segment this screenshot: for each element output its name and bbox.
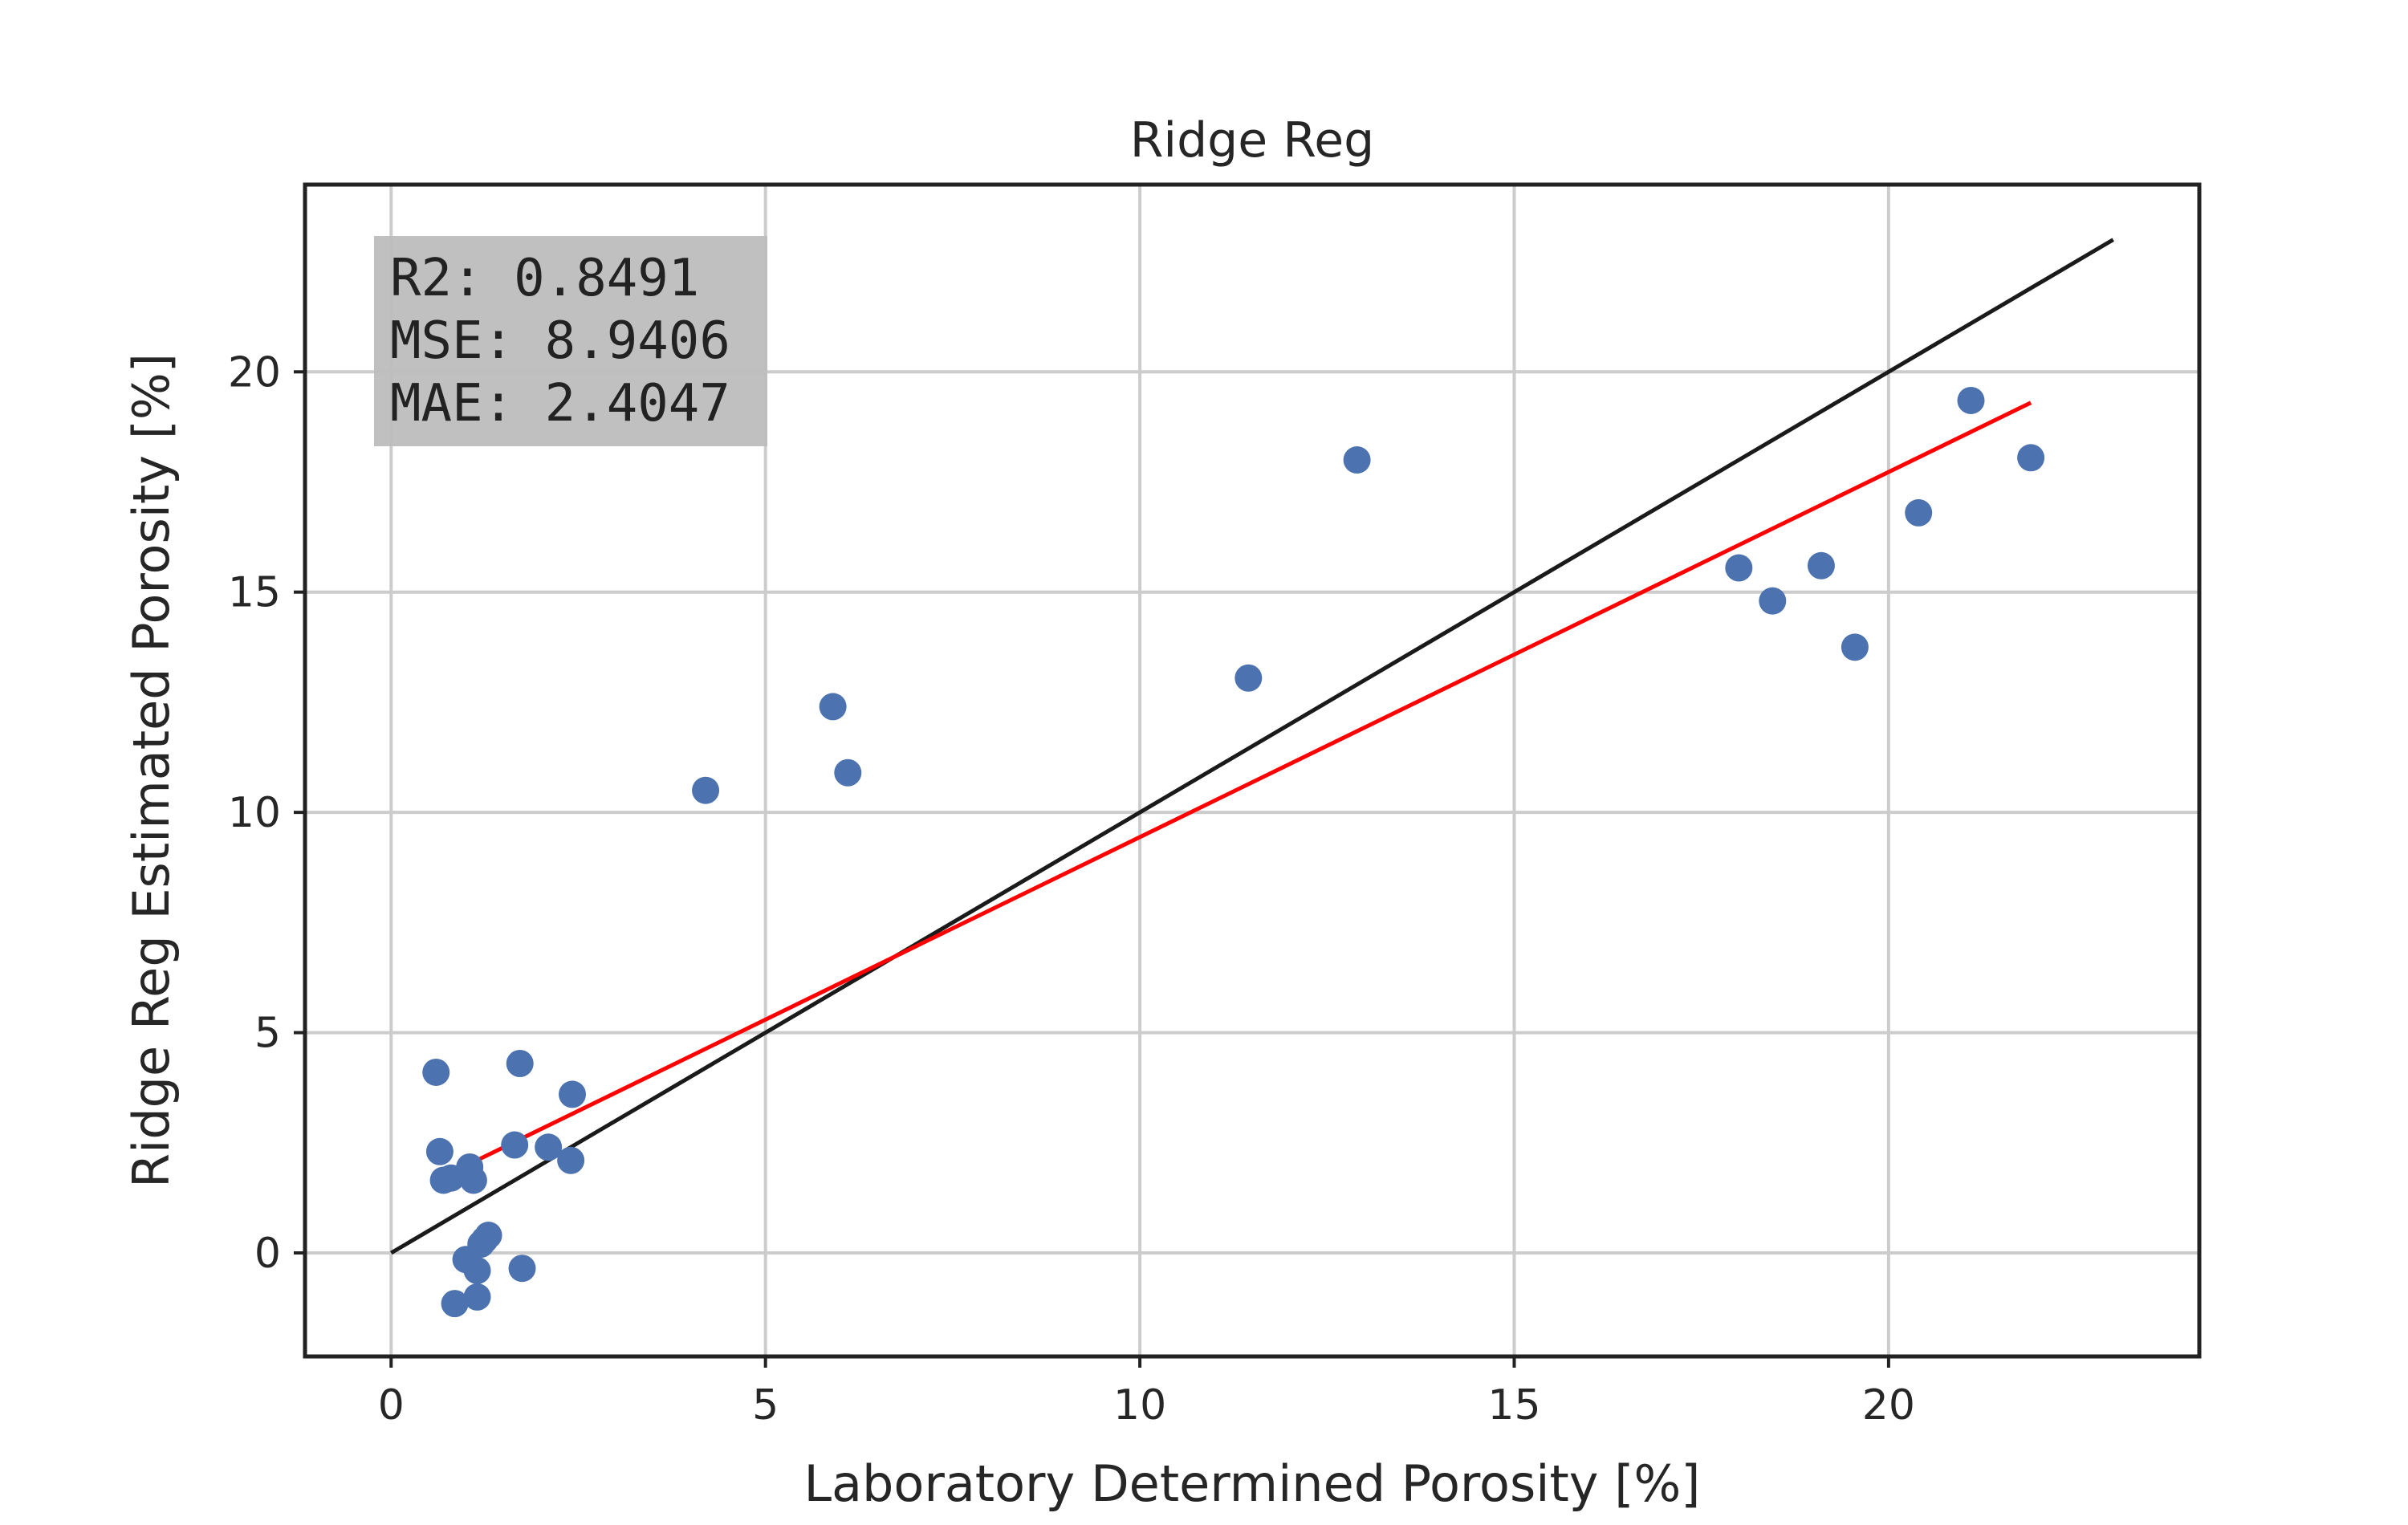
x-tick-label: 10	[1113, 1381, 1166, 1429]
x-tick-label: 0	[378, 1381, 405, 1429]
data-points	[422, 386, 2045, 1318]
y-tick-label: 5	[254, 1010, 281, 1058]
regression-fit-line	[435, 401, 2032, 1182]
data-point	[506, 1050, 534, 1077]
data-point	[535, 1133, 563, 1161]
data-point	[1235, 664, 1263, 692]
data-point	[459, 1166, 487, 1194]
identity-line	[390, 238, 2114, 1255]
axis-ticks: 0 5 10 15 20 0 5 10 15 20	[228, 348, 1915, 1429]
data-point	[1343, 446, 1371, 474]
data-point	[425, 1137, 454, 1165]
y-tick-label: 10	[228, 789, 281, 837]
x-tick-label: 15	[1487, 1381, 1540, 1429]
x-tick-label: 5	[752, 1381, 779, 1429]
stats-box: R2: 0.8491 MSE: 8.9406 MAE: 2.4047	[374, 236, 767, 446]
data-point	[463, 1256, 491, 1284]
y-axis-label: Ridge Reg Estimated Porosity [%]	[122, 353, 181, 1188]
data-point	[2017, 444, 2045, 472]
stats-mse: MSE: 8.9406	[390, 311, 730, 371]
data-point	[1957, 386, 1985, 414]
plot-area-frame	[303, 182, 2202, 1359]
data-point	[692, 776, 720, 804]
data-point	[1841, 633, 1869, 661]
x-tick-label: 20	[1862, 1381, 1915, 1429]
data-point	[1807, 551, 1835, 580]
stats-mae: MAE: 2.4047	[390, 374, 730, 433]
data-point	[501, 1131, 529, 1159]
stats-box-background	[374, 236, 767, 446]
data-point	[819, 693, 847, 721]
data-point	[557, 1146, 585, 1174]
data-point	[1725, 554, 1753, 582]
data-point	[559, 1080, 587, 1108]
stats-r2: R2: 0.8491	[390, 249, 699, 308]
data-point	[834, 758, 862, 787]
data-point	[508, 1255, 536, 1283]
y-tick-label: 15	[228, 569, 281, 617]
data-point	[441, 1290, 469, 1318]
chart-title: Ridge Reg	[1130, 112, 1375, 169]
y-tick-label: 20	[228, 348, 281, 396]
data-point	[422, 1058, 450, 1086]
x-axis-label: Laboratory Determined Porosity [%]	[804, 1454, 1701, 1513]
data-point	[1759, 587, 1787, 615]
y-tick-label: 0	[254, 1230, 281, 1278]
data-point	[1905, 498, 1933, 527]
data-point	[474, 1222, 502, 1250]
data-point	[463, 1283, 491, 1311]
reference-lines	[390, 238, 2114, 1255]
